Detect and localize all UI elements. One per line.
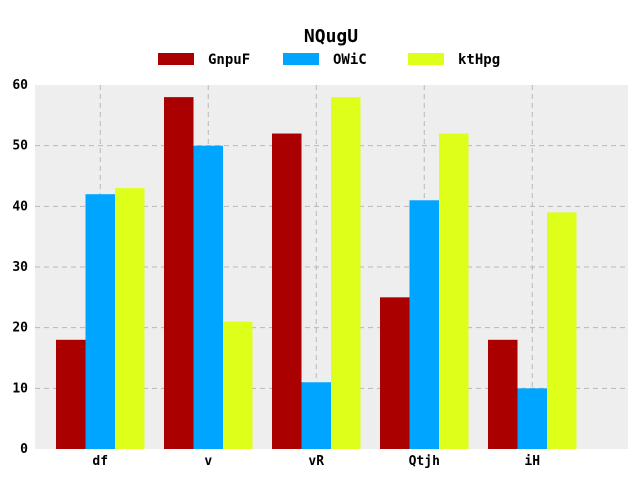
bar-OWiC-vR	[302, 382, 332, 449]
y-tick-label: 40	[12, 199, 28, 214]
chart-title: NQugU	[304, 26, 358, 47]
bar-GnpuF-Qtjh	[380, 297, 410, 449]
bar-GnpuF-v	[164, 97, 194, 449]
y-axis: 0 10 20 30 40 50 60	[12, 78, 28, 457]
y-tick-label: 30	[12, 260, 28, 275]
legend-label: GnpuF	[208, 52, 250, 68]
y-tick-label: 10	[12, 381, 28, 396]
legend-item-ktHpg: ktHpg	[408, 52, 500, 68]
bar-ktHpg-v	[223, 322, 253, 449]
bar-ktHpg-vR	[331, 97, 361, 449]
bar-GnpuF-iH	[488, 340, 518, 449]
bar-GnpuF-vR	[272, 134, 302, 449]
y-tick-label: 20	[12, 321, 28, 336]
y-tick-label: 50	[12, 139, 28, 154]
x-axis: df v vR Qtjh iH	[92, 454, 540, 469]
x-tick-label: iH	[524, 454, 540, 469]
y-tick-label: 60	[12, 78, 28, 93]
bar-OWiC-Qtjh	[410, 200, 440, 449]
x-tick-label: v	[204, 454, 212, 469]
y-tick-label: 0	[20, 442, 28, 457]
bar-ktHpg-Qtjh	[439, 134, 469, 449]
legend-item-GnpuF: GnpuF	[158, 52, 250, 68]
bar-OWiC-df	[86, 194, 116, 449]
bar-ktHpg-iH	[547, 212, 577, 449]
bar-GnpuF-df	[56, 340, 86, 449]
x-tick-label: Qtjh	[409, 454, 440, 469]
legend: GnpuF OWiC ktHpg	[158, 52, 500, 68]
legend-swatch	[408, 53, 444, 65]
legend-item-OWiC: OWiC	[283, 52, 367, 68]
legend-label: ktHpg	[458, 52, 500, 68]
legend-label: OWiC	[333, 52, 367, 68]
bar-ktHpg-df	[115, 188, 145, 449]
x-tick-label: df	[92, 454, 108, 469]
bar-OWiC-iH	[518, 388, 548, 449]
legend-swatch	[158, 53, 194, 65]
x-tick-label: vR	[308, 454, 324, 469]
bar-OWiC-v	[194, 146, 224, 449]
legend-swatch	[283, 53, 319, 65]
